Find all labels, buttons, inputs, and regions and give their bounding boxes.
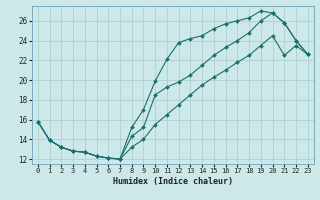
X-axis label: Humidex (Indice chaleur): Humidex (Indice chaleur) (113, 177, 233, 186)
